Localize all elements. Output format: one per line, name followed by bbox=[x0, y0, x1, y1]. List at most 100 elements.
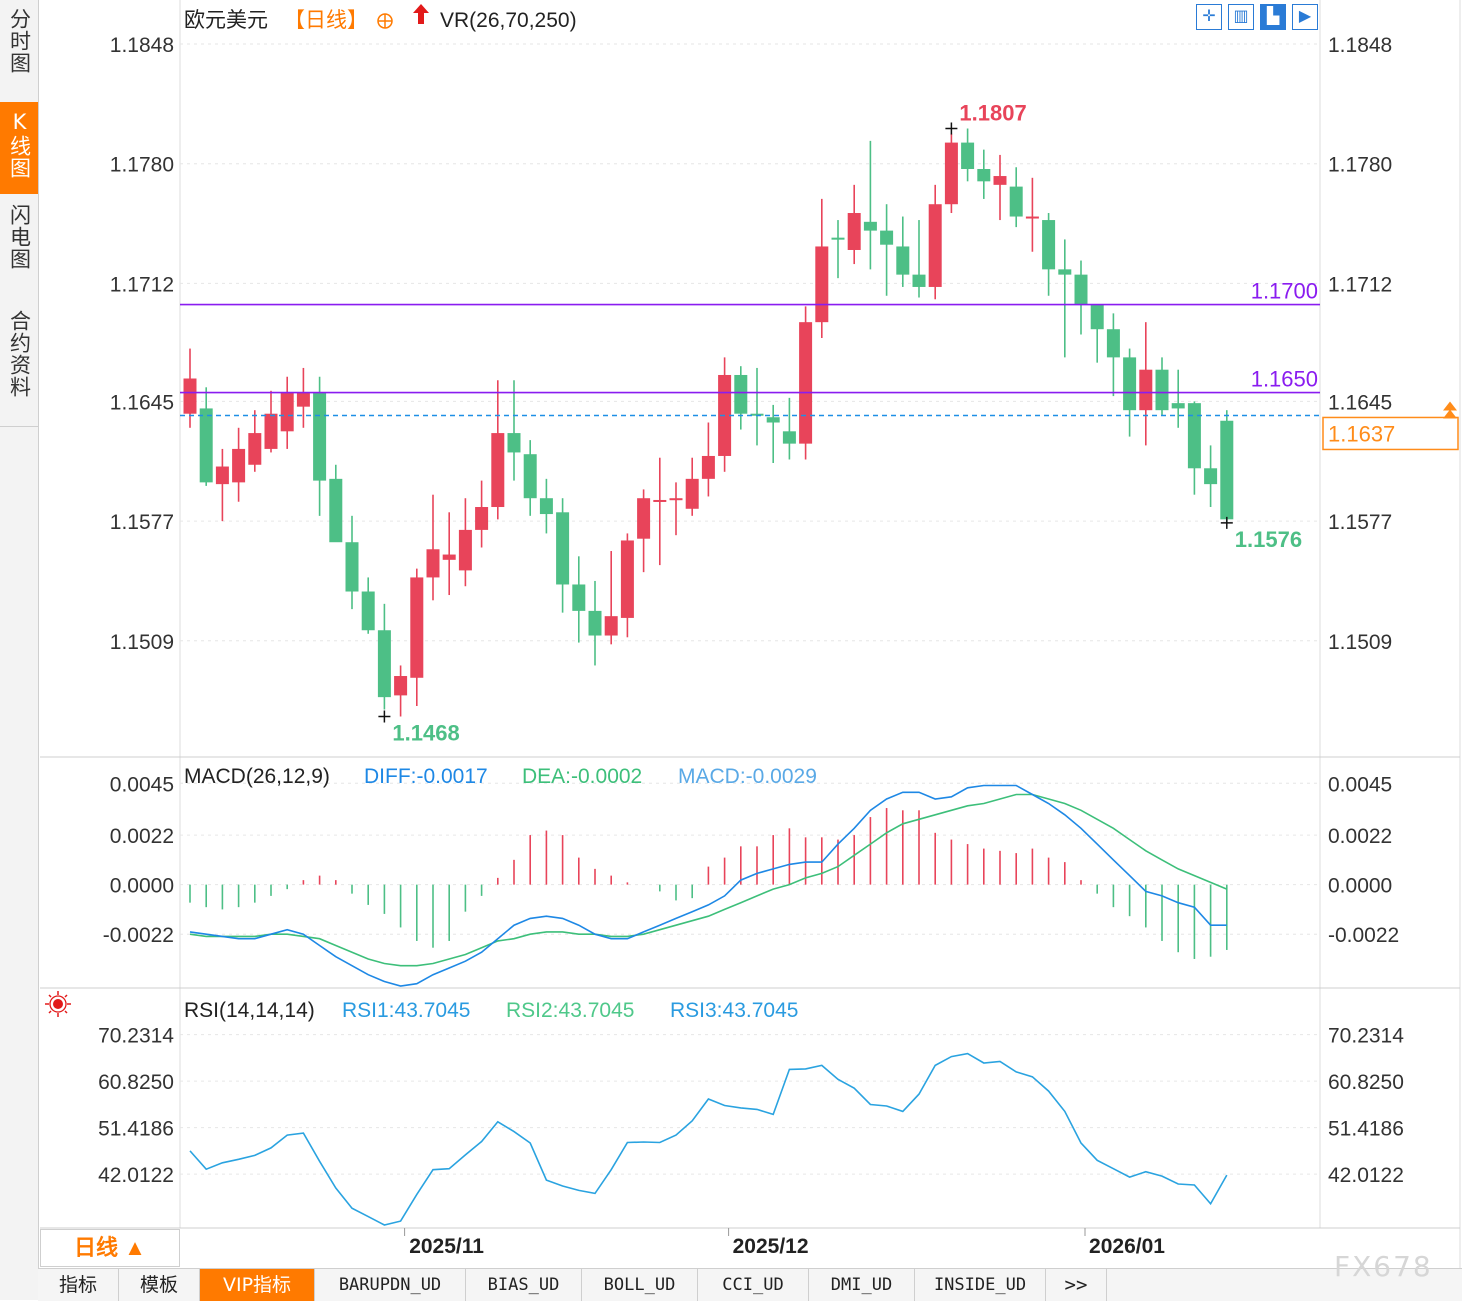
macd-panel: 0.0045 0.0045 0.0022 0.0022 0.0000 0.0000 -0.0… bbox=[103, 765, 1399, 987]
candle-body bbox=[912, 274, 926, 287]
candle-body bbox=[880, 230, 894, 245]
bar-chart-icon[interactable]: ▥ bbox=[1228, 4, 1254, 30]
y-tick-label-right: 42.0122 bbox=[1328, 1164, 1404, 1187]
rsi-panel: 70.2314 70.2314 60.8250 60.8250 51.4186 51.41… bbox=[98, 999, 1404, 1226]
candle-body bbox=[507, 433, 521, 453]
candle-body bbox=[685, 478, 699, 509]
rsi-title: RSI(14,14,14) bbox=[184, 999, 315, 1022]
candle-body bbox=[1025, 216, 1039, 219]
tab-contract-info[interactable]: 合约资料 bbox=[0, 300, 38, 427]
candle-body bbox=[199, 408, 213, 483]
settings-icon[interactable] bbox=[377, 13, 393, 29]
y-tick-label-right: 1.1577 bbox=[1328, 511, 1392, 534]
tab-intraday[interactable]: 分时图 bbox=[0, 8, 38, 98]
candle-body bbox=[961, 142, 975, 170]
y-tick-label-left: 42.0122 bbox=[98, 1164, 174, 1187]
price-mark-label: 1.1807 bbox=[959, 101, 1026, 126]
macd-legend-macd: MACD:-0.0029 bbox=[678, 765, 817, 788]
x-tick-label: 2025/12 bbox=[733, 1235, 809, 1258]
candle-body bbox=[313, 392, 327, 481]
candle-body bbox=[847, 213, 861, 250]
tab-cci[interactable]: CCI_UD bbox=[698, 1269, 809, 1301]
y-tick-label-right: 1.1645 bbox=[1328, 391, 1392, 414]
candle-body bbox=[248, 433, 262, 465]
tab-vip-indicators[interactable]: VIP指标 bbox=[200, 1269, 315, 1301]
y-tick-label-left: 1.1848 bbox=[110, 34, 174, 57]
current-price-arrow-icon bbox=[1443, 401, 1457, 419]
y-tick-label-right: 0.0022 bbox=[1328, 825, 1392, 848]
price-mark-cross bbox=[945, 122, 958, 135]
tab-flash[interactable]: 闪电图 bbox=[0, 204, 38, 294]
candle-body bbox=[296, 392, 310, 407]
rsi-legend-2: RSI2:43.7045 bbox=[506, 999, 634, 1022]
line-chart-icon[interactable]: ▙ bbox=[1260, 4, 1286, 30]
candle-body bbox=[523, 454, 537, 499]
sun-icon[interactable] bbox=[45, 991, 71, 1017]
candle-body bbox=[1058, 269, 1072, 275]
tab-bias[interactable]: BIAS_UD bbox=[466, 1269, 582, 1301]
tab-boll[interactable]: BOLL_UD bbox=[582, 1269, 698, 1301]
candle-body bbox=[1187, 403, 1201, 469]
tab-dmi[interactable]: DMI_UD bbox=[809, 1269, 915, 1301]
y-tick-label-left: 1.1712 bbox=[110, 273, 174, 296]
candle-body bbox=[264, 413, 278, 449]
candle-body bbox=[1155, 369, 1169, 411]
dea-line bbox=[189, 793, 1228, 967]
tab-intraday-label: 分时图 bbox=[7, 8, 32, 74]
y-tick-label-left: 1.1509 bbox=[110, 631, 174, 654]
candle-body bbox=[1009, 186, 1023, 217]
candle-body bbox=[815, 246, 829, 323]
y-tick-label-left: 1.1645 bbox=[110, 391, 174, 414]
price-mark-cross bbox=[378, 710, 391, 723]
candle-body bbox=[442, 554, 456, 560]
next-icon[interactable]: ▶ bbox=[1292, 4, 1318, 30]
candle-body bbox=[863, 221, 877, 231]
tab-contract-info-label: 合约资料 bbox=[7, 310, 32, 398]
tab-indicators[interactable]: 指标 bbox=[38, 1269, 119, 1301]
candle-body bbox=[475, 507, 489, 530]
y-tick-label-left: 51.4186 bbox=[98, 1118, 174, 1141]
tab-kline[interactable]: K线图 bbox=[0, 102, 38, 194]
macd-legend-diff: DIFF:-0.0017 bbox=[364, 765, 488, 788]
candle-body bbox=[977, 169, 991, 182]
candle-body bbox=[620, 540, 634, 618]
rsi-legend-1: RSI1:43.7045 bbox=[342, 999, 470, 1022]
candle-body bbox=[1090, 304, 1104, 330]
price-mark-label: 1.1576 bbox=[1235, 527, 1302, 552]
y-tick-label-left: 1.1577 bbox=[110, 511, 174, 534]
tab-barupdn[interactable]: BARUPDN_UD bbox=[315, 1269, 466, 1301]
candle-body bbox=[215, 466, 229, 485]
candle-body bbox=[183, 378, 197, 414]
y-tick-label-right: 0.0000 bbox=[1328, 875, 1392, 898]
crosshair-icon[interactable]: ✛ bbox=[1196, 4, 1222, 30]
candle-body bbox=[701, 455, 715, 479]
candle-body bbox=[669, 498, 683, 501]
tab-more[interactable]: >> bbox=[1046, 1269, 1107, 1301]
current-price-box bbox=[1322, 416, 1459, 451]
candle-body bbox=[750, 413, 764, 416]
diff-line bbox=[189, 784, 1227, 987]
candle-body bbox=[345, 542, 359, 592]
indicator-label: VR(26,70,250) bbox=[440, 9, 577, 32]
y-tick-label-left: 0.0000 bbox=[110, 875, 174, 898]
price-levels: 1.1700 1.1650 1.1637 1.1807 1.1468 1.1576 bbox=[180, 101, 1459, 746]
tab-templates[interactable]: 模板 bbox=[119, 1269, 200, 1301]
candle-body bbox=[588, 610, 602, 636]
tab-inside[interactable]: INSIDE_UD bbox=[915, 1269, 1046, 1301]
candle-body bbox=[637, 498, 651, 539]
period-button[interactable]: 日线 ▲ bbox=[40, 1229, 180, 1267]
candle-body bbox=[1220, 420, 1234, 520]
y-tick-label-right: 0.0045 bbox=[1328, 773, 1392, 796]
candle-body bbox=[782, 431, 796, 444]
y-tick-label-left: -0.0022 bbox=[103, 924, 174, 947]
candle-body bbox=[556, 512, 570, 585]
rsi-line bbox=[189, 1052, 1228, 1226]
y-tick-label-left: 0.0022 bbox=[110, 825, 174, 848]
candle-body bbox=[1123, 357, 1137, 411]
x-axis-labels: 2025/11 2025/12 2026/01 bbox=[404, 1228, 1165, 1258]
y-tick-label-left: 60.8250 bbox=[98, 1071, 174, 1094]
y-tick-label-right: 51.4186 bbox=[1328, 1118, 1404, 1141]
candle-body bbox=[653, 499, 667, 502]
tab-kline-label: K线图 bbox=[7, 110, 32, 179]
